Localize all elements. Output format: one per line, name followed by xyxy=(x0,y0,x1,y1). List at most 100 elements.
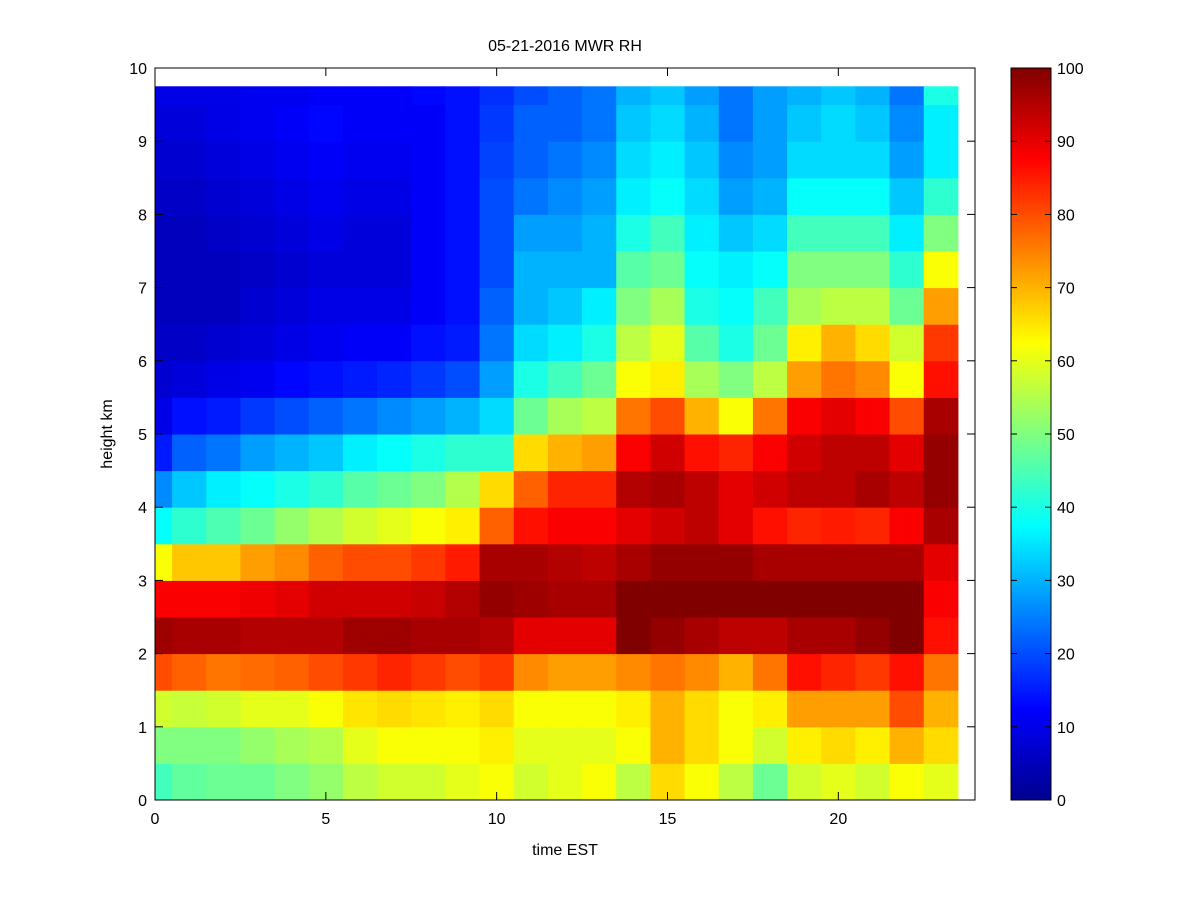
heatmap-cell xyxy=(513,360,549,398)
heatmap-cell xyxy=(240,653,276,691)
heatmap-cell xyxy=(684,397,720,435)
heatmap-cell xyxy=(411,726,446,764)
heatmap-cell xyxy=(155,543,173,581)
heatmap-cell xyxy=(684,653,720,691)
heatmap-cell xyxy=(240,287,276,325)
heatmap-cell xyxy=(616,507,651,545)
heatmap-cell xyxy=(582,324,617,362)
heatmap-cell xyxy=(240,690,276,728)
heatmap-cell xyxy=(342,251,378,289)
heatmap-cell xyxy=(445,434,481,472)
heatmap-cell xyxy=(547,470,583,508)
colorbar-tick-label: 60 xyxy=(1057,354,1075,371)
heatmap-cell xyxy=(445,763,481,801)
heatmap-cell xyxy=(513,177,549,215)
heatmap-cell xyxy=(411,580,446,618)
heatmap-cell xyxy=(684,617,720,655)
heatmap-cell xyxy=(923,763,959,801)
heatmap-cell xyxy=(855,287,891,325)
heatmap-cell xyxy=(479,251,515,289)
heatmap-cell xyxy=(206,690,241,728)
heatmap-cell xyxy=(889,690,925,728)
heatmap-cell xyxy=(274,287,310,325)
heatmap-cell xyxy=(206,104,241,142)
heatmap-cell xyxy=(821,360,856,398)
heatmap-cell xyxy=(889,104,925,142)
heatmap-cell xyxy=(445,324,481,362)
heatmap-cell xyxy=(855,397,891,435)
heatmap-cell xyxy=(308,287,344,325)
heatmap-cell xyxy=(342,653,378,691)
heatmap-cell xyxy=(308,104,344,142)
heatmap-cell xyxy=(155,507,173,545)
colorbar-tick-label: 90 xyxy=(1057,134,1075,151)
heatmap-cell xyxy=(752,324,788,362)
heatmap-cell xyxy=(718,360,754,398)
heatmap-cell xyxy=(855,726,891,764)
heatmap-cell xyxy=(274,141,310,179)
heatmap-cell xyxy=(445,470,481,508)
heatmap-cell xyxy=(718,177,754,215)
heatmap-cell xyxy=(479,543,515,581)
heatmap-cell xyxy=(206,287,241,325)
heatmap-cell xyxy=(377,580,412,618)
heatmap-cell xyxy=(274,214,310,252)
heatmap-cell xyxy=(787,214,822,252)
heatmap-cell xyxy=(308,690,344,728)
heatmap-cell xyxy=(172,617,207,655)
heatmap-cell xyxy=(650,104,686,142)
heatmap-cell xyxy=(155,177,173,215)
heatmap-cell xyxy=(547,580,583,618)
heatmap-cell xyxy=(752,507,788,545)
heatmap-cell xyxy=(342,104,378,142)
colorbar-tick-label: 10 xyxy=(1057,720,1075,737)
heatmap-cell xyxy=(582,397,617,435)
heatmap-cell xyxy=(855,251,891,289)
chart-title: 05-21-2016 MWR RH xyxy=(488,38,642,55)
heatmap-cell xyxy=(479,287,515,325)
heatmap-cell xyxy=(172,434,207,472)
heatmap-cell xyxy=(445,726,481,764)
heatmap-cell xyxy=(274,617,310,655)
heatmap-cell xyxy=(445,251,481,289)
heatmap-cell xyxy=(240,470,276,508)
heatmap-cell xyxy=(752,177,788,215)
colorbar-tick-label: 0 xyxy=(1057,793,1066,810)
heatmap-cell xyxy=(479,360,515,398)
heatmap-cell xyxy=(650,653,686,691)
heatmap-cell xyxy=(787,360,822,398)
heatmap-cell xyxy=(923,287,959,325)
heatmap-cell xyxy=(821,507,856,545)
heatmap-cell xyxy=(684,763,720,801)
heatmap-cell xyxy=(308,507,344,545)
heatmap-cell xyxy=(718,141,754,179)
heatmap-cell xyxy=(923,251,959,289)
heatmap-cell xyxy=(206,470,241,508)
heatmap-cell xyxy=(923,177,959,215)
heatmap-cell xyxy=(787,104,822,142)
heatmap-cell xyxy=(855,324,891,362)
heatmap-cell xyxy=(923,86,959,106)
heatmap-cell xyxy=(206,507,241,545)
heatmap-cell xyxy=(274,763,310,801)
heatmap-cell xyxy=(172,287,207,325)
heatmap-cell xyxy=(206,726,241,764)
heatmap-cell xyxy=(650,690,686,728)
heatmap-cell xyxy=(787,177,822,215)
heatmap-cell xyxy=(616,726,651,764)
heatmap-cell xyxy=(582,214,617,252)
heatmap-cell xyxy=(855,690,891,728)
heatmap-cell xyxy=(889,141,925,179)
heatmap-cell xyxy=(155,617,173,655)
heatmap-cell xyxy=(206,653,241,691)
heatmap-cell xyxy=(616,397,651,435)
heatmap-cell xyxy=(650,214,686,252)
heatmap-cell xyxy=(308,324,344,362)
x-tick-label: 15 xyxy=(659,811,677,828)
heatmap-cell xyxy=(240,104,276,142)
heatmap-cell xyxy=(718,324,754,362)
heatmap-cell xyxy=(547,434,583,472)
heatmap-cell xyxy=(752,470,788,508)
heatmap-cell xyxy=(684,507,720,545)
heatmap-cell xyxy=(155,360,173,398)
